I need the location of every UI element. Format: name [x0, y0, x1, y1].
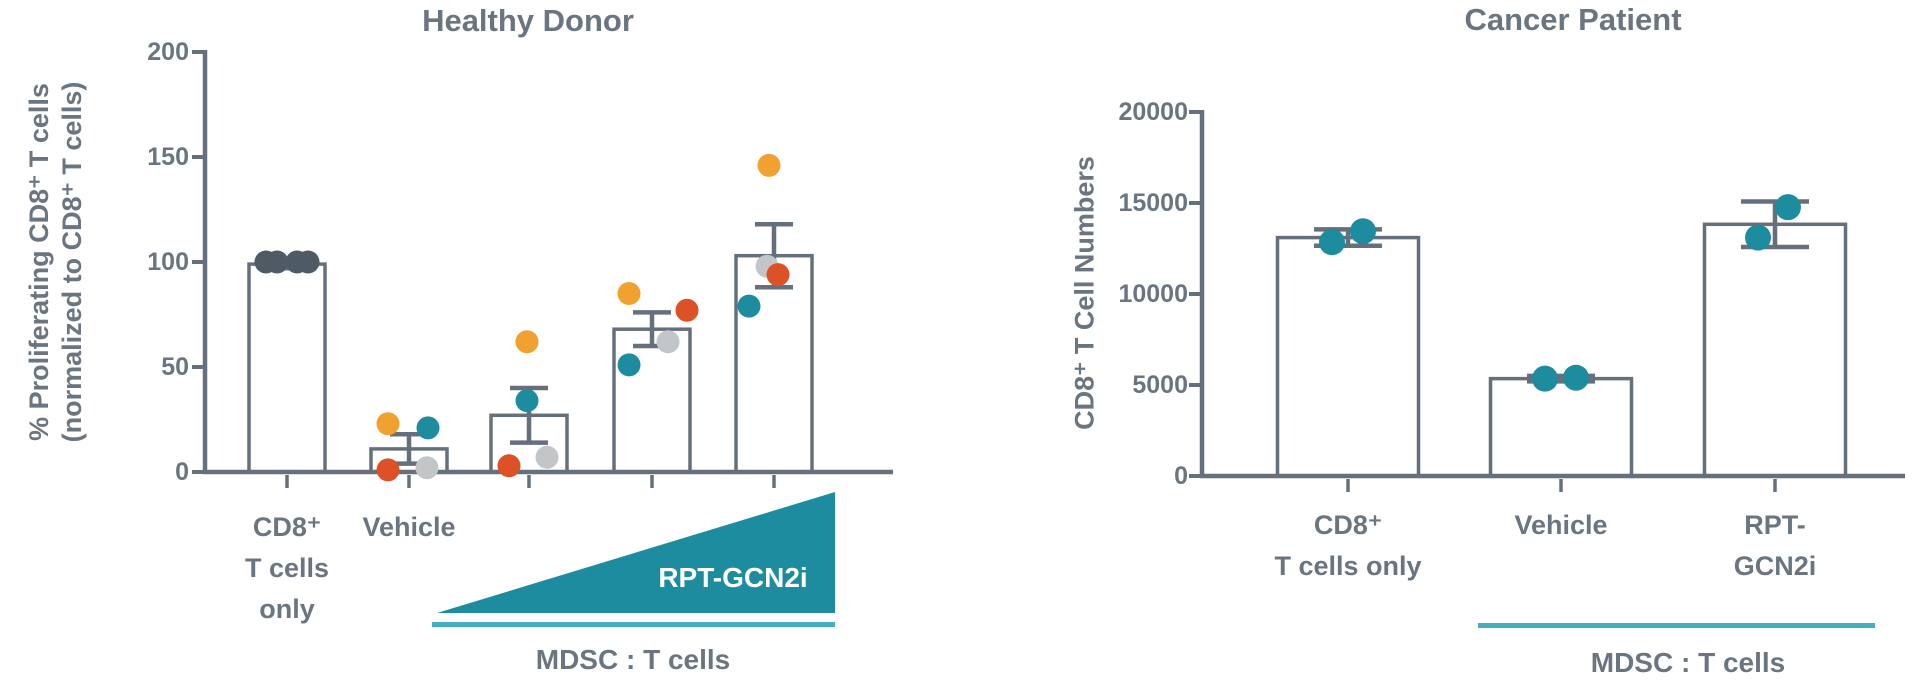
- y-tick-label: 15000: [1118, 189, 1188, 217]
- data-point-orange: [617, 282, 641, 305]
- x-category-label-line: only: [259, 594, 315, 624]
- data-point-teal: [416, 416, 440, 440]
- healthy-donor-chart: [192, 50, 893, 488]
- y-tick-label: 100: [147, 248, 189, 276]
- data-point-orange: [515, 330, 539, 354]
- right-mdsc-underline: [1478, 623, 1875, 628]
- bar-2: [1488, 376, 1634, 478]
- left-y-axis-label-line1: % Proliferating CD8⁺ T cells: [24, 83, 54, 441]
- data-point-teal: [1350, 218, 1376, 245]
- left-group-label: MDSC : T cells: [535, 644, 731, 675]
- data-point-red: [766, 263, 790, 287]
- data-point-orange: [757, 153, 781, 177]
- data-point-teal: [1775, 194, 1801, 221]
- x-category-label-line: Vehicle: [1514, 510, 1608, 540]
- x-category-label-line: CD8⁺: [252, 512, 322, 542]
- left-y-axis-label-line2: (normalized to CD8⁺ T cells): [57, 81, 87, 443]
- right-y-axis-label: CD8⁺ T Cell Numbers: [1069, 156, 1102, 430]
- data-point-teal: [515, 389, 539, 413]
- x-category-label-line: RPT-: [1744, 510, 1806, 540]
- y-tick-label: 0: [1174, 462, 1188, 490]
- cancer-patient-chart: [1189, 110, 1905, 492]
- left-y-axis-label: % Proliferating CD8⁺ T cells (normalized…: [23, 82, 89, 443]
- left-mdsc-underline: [432, 622, 835, 627]
- mdsc-gradient-triangle-icon: [437, 492, 835, 613]
- x-category-label-line: Vehicle: [362, 512, 456, 542]
- right-group-label: MDSC : T cells: [1590, 647, 1786, 678]
- data-point-slate: [265, 250, 289, 274]
- bar-3: [1702, 222, 1848, 478]
- x-category-label: CD8⁺ T cells only: [1238, 505, 1458, 587]
- left-chart-title: Healthy Donor: [422, 3, 634, 38]
- y-tick-label: 0: [175, 458, 189, 486]
- data-point-gray: [415, 456, 439, 480]
- x-category-label-line: T cells only: [1274, 551, 1422, 581]
- right-y-axis-label-line1: CD8⁺ T Cell Numbers: [1069, 156, 1100, 430]
- data-point-orange: [376, 412, 400, 436]
- data-point-teal: [1563, 364, 1589, 391]
- data-point-gray: [535, 445, 559, 469]
- data-point-red: [497, 454, 521, 478]
- data-point-teal: [617, 353, 641, 377]
- bar-4: [612, 327, 692, 474]
- data-point-slate: [296, 250, 320, 274]
- y-tick-label: 50: [161, 353, 189, 381]
- data-point-red: [675, 298, 699, 322]
- data-point-gray: [656, 330, 680, 354]
- y-tick-label: 150: [147, 143, 189, 171]
- right-chart-title: Cancer Patient: [1464, 2, 1682, 37]
- y-tick-label: 5000: [1132, 371, 1188, 399]
- x-category-label-line: CD8⁺: [1313, 510, 1383, 540]
- data-point-teal: [1745, 224, 1771, 251]
- data-point-red: [376, 458, 400, 482]
- bar-1: [1275, 235, 1421, 478]
- rpt-gcn2i-gradient-label: RPT-GCN2i: [658, 562, 808, 593]
- y-tick-label: 20000: [1118, 98, 1188, 126]
- data-point-teal: [1532, 365, 1558, 392]
- bar-1: [247, 262, 327, 474]
- x-category-label: CD8⁺ T cells only: [177, 507, 397, 630]
- data-point-teal: [737, 294, 761, 318]
- x-category-label-line: T cells: [244, 553, 330, 583]
- x-category-label: RPT- GCN2i: [1665, 505, 1885, 587]
- x-category-label-line: GCN2i: [1733, 551, 1817, 581]
- y-tick-label: 200: [147, 38, 189, 66]
- data-point-teal: [1319, 229, 1345, 256]
- x-category-label: Vehicle: [299, 507, 519, 548]
- y-tick-label: 10000: [1118, 280, 1188, 308]
- x-category-label: Vehicle: [1451, 505, 1671, 546]
